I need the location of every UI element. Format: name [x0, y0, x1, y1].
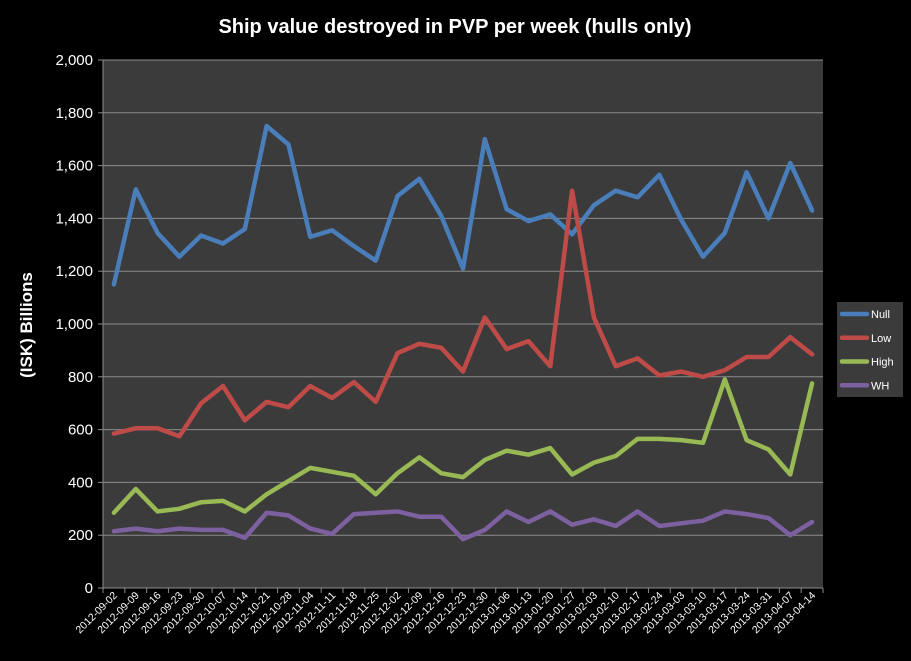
y-tick-label: 200	[68, 527, 93, 544]
series-lines	[111, 123, 815, 542]
y-tick-label: 1,800	[55, 105, 93, 122]
legend: Null Low High WH	[837, 302, 903, 397]
chart-title: Ship value destroyed in PVP per week (hu…	[218, 16, 691, 38]
legend-label-null: Null	[871, 309, 890, 321]
series-line-low	[111, 188, 815, 439]
y-tick-label: 1,000	[55, 316, 93, 333]
y-tick-label: 1,200	[55, 263, 93, 280]
gridlines	[103, 59, 823, 536]
y-axis-label: (ISK) Billions	[17, 272, 36, 378]
y-tick-label: 0	[85, 580, 93, 597]
legend-box	[837, 302, 903, 397]
y-tick-label: 1,600	[55, 158, 93, 175]
x-axis-ticks: 2012-09-022012-09-092012-09-162012-09-23…	[74, 588, 824, 636]
y-axis-ticks: 0 200 400 600 800 1,000 1,200 1,400 1,600 1,800 2,…	[55, 52, 103, 597]
series-line-null	[111, 123, 815, 287]
series-line-high	[111, 377, 815, 516]
y-tick-label: 1,400	[55, 210, 93, 227]
y-tick-label: 2,000	[55, 52, 93, 69]
y-tick-label: 600	[68, 422, 93, 439]
y-tick-label: 400	[68, 474, 93, 491]
legend-label-high: High	[871, 357, 894, 369]
legend-label-low: Low	[871, 333, 891, 345]
series-line-wh	[111, 509, 815, 542]
y-tick-label: 800	[68, 369, 93, 386]
legend-label-wh: WH	[871, 380, 889, 392]
